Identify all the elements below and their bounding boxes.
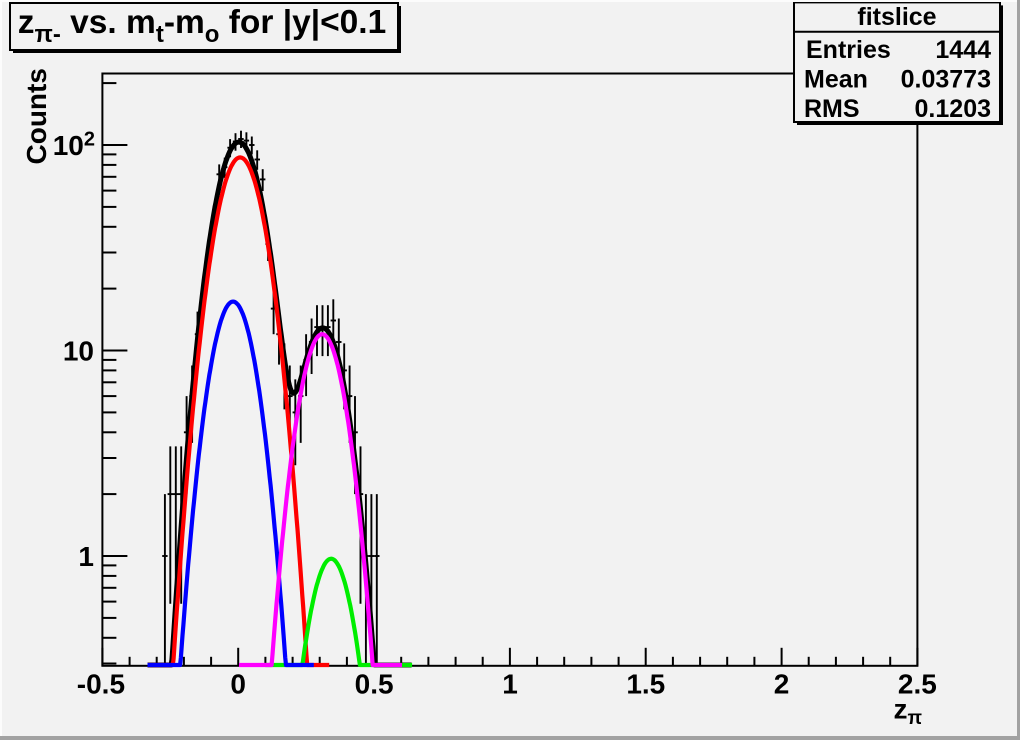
svg-text:Counts: Counts xyxy=(21,68,52,164)
svg-text:2: 2 xyxy=(774,669,790,700)
svg-text:102: 102 xyxy=(53,129,95,162)
svg-text:10: 10 xyxy=(63,336,94,367)
svg-text:0: 0 xyxy=(230,669,246,700)
svg-text:Mean: Mean xyxy=(804,66,868,94)
svg-text:zπ- vs. mt-mo for |y|<0.1: zπ- vs. mt-mo for |y|<0.1 xyxy=(18,4,387,48)
svg-text:Entries: Entries xyxy=(806,36,891,64)
svg-text:0.03773: 0.03773 xyxy=(901,66,991,94)
svg-text:-0.5: -0.5 xyxy=(77,669,125,700)
svg-text:0.5: 0.5 xyxy=(355,669,394,700)
svg-text:1: 1 xyxy=(502,669,518,700)
svg-text:1.5: 1.5 xyxy=(626,669,665,700)
svg-text:0.1203: 0.1203 xyxy=(915,95,991,123)
svg-text:1444: 1444 xyxy=(935,36,991,64)
svg-text:RMS: RMS xyxy=(804,95,860,123)
svg-text:2.5: 2.5 xyxy=(898,669,937,700)
svg-text:1: 1 xyxy=(78,541,94,572)
svg-text:fitslice: fitslice xyxy=(857,3,936,31)
